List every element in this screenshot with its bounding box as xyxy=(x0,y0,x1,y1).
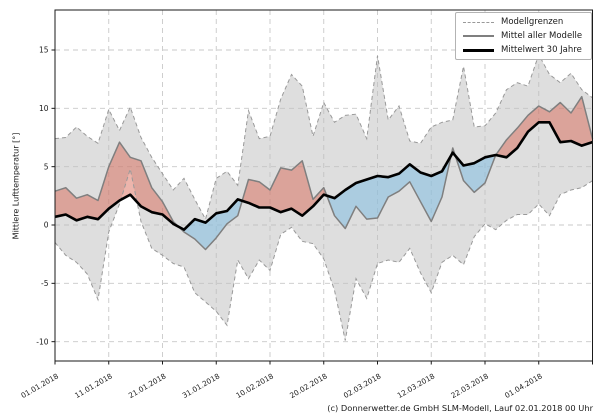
legend-label: Modellgrenzen xyxy=(501,17,564,27)
black-line-swatch-icon xyxy=(463,48,494,52)
copyright-caption: (c) Donnerwetter.de GmbH SLM-Modell, Lau… xyxy=(327,403,593,413)
below-normal-area xyxy=(455,155,496,193)
y-tick-label: -10 xyxy=(36,337,48,346)
legend-item-mittelwert-30-jahre: Mittelwert 30 Jahre xyxy=(463,45,584,55)
x-tick-label: 10.02.2018 xyxy=(234,371,275,400)
x-tick-label: 21.01.2018 xyxy=(127,371,168,400)
legend-label: Mittelwert 30 Jahre xyxy=(501,45,582,55)
legend: Modellgrenzen Mittel aller Modelle Mitte… xyxy=(455,12,592,60)
x-tick-label: 01.04.2018 xyxy=(503,371,544,400)
y-tick-label: 0 xyxy=(44,221,49,230)
legend-item-mittel-aller-modelle: Mittel aller Modelle xyxy=(463,31,584,41)
x-tick-label: 11.01.2018 xyxy=(73,371,114,400)
model-mean-line xyxy=(54,95,594,251)
x-tick-label: 12.03.2018 xyxy=(396,371,437,400)
y-tick-label: -5 xyxy=(41,279,49,288)
x-tick-label: 31.01.2018 xyxy=(181,371,222,400)
model-envelope-lower-line xyxy=(54,168,593,341)
climate-mean-line xyxy=(54,121,593,231)
legend-label: Mittel aller Modelle xyxy=(501,31,583,41)
x-tick-label: 02.03.2018 xyxy=(342,371,383,400)
model-envelope-area xyxy=(55,54,593,341)
x-tick-label: 20.02.2018 xyxy=(288,371,329,400)
y-tick-label: 10 xyxy=(39,104,49,113)
y-axis-label: Mittlere Lufttemperatur [°] xyxy=(11,132,21,240)
x-tick-label: 01.01.2018 xyxy=(19,371,60,400)
below-normal-area xyxy=(326,155,452,229)
dashed-line-swatch-icon xyxy=(463,21,494,23)
model-envelope-upper-line xyxy=(54,53,593,221)
y-tick-label: 5 xyxy=(44,162,49,171)
x-tick-label: 22.03.2018 xyxy=(449,371,490,400)
y-tick-label: 15 xyxy=(39,46,49,55)
gray-line-swatch-icon xyxy=(463,35,494,37)
legend-item-modellgrenzen: Modellgrenzen xyxy=(463,17,584,27)
above-normal-area xyxy=(55,142,179,227)
